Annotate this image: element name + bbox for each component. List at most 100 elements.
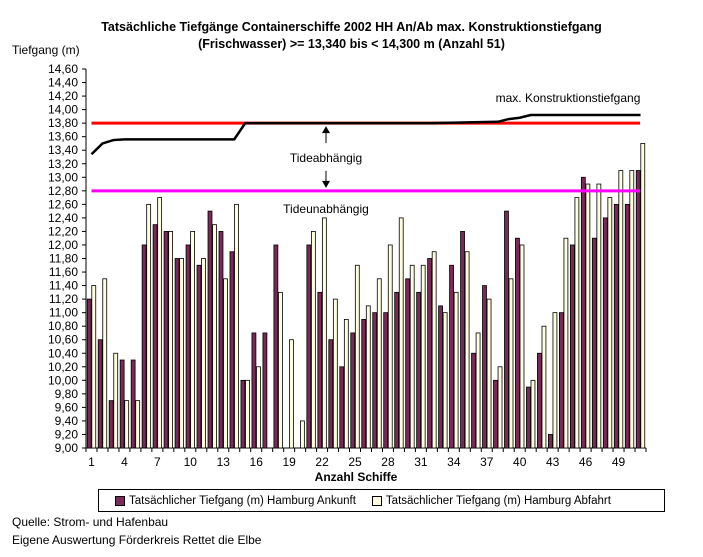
bar-arrival [383, 312, 389, 449]
bar-arrival [624, 203, 630, 449]
y-tick-label: 14,00 [48, 103, 78, 117]
bar-departure [464, 251, 470, 449]
y-tick-label: 10,00 [48, 373, 78, 387]
tide-label: Tideabhängig [290, 151, 362, 165]
bar-departure [376, 278, 382, 449]
bar-arrival [152, 224, 158, 449]
legend-label-arrival: Tatsächlicher Tiefgang (m) Hamburg Ankun… [129, 494, 356, 507]
y-tick-label: 12,40 [48, 211, 78, 225]
bar-arrival [613, 203, 619, 449]
bar-arrival [174, 258, 180, 449]
bar-departure [179, 258, 184, 449]
bar-arrival [317, 291, 323, 449]
y-tick-label: 9,40 [55, 414, 79, 428]
x-tick-label: 46 [579, 455, 593, 469]
bar-departure [289, 339, 294, 449]
chart-title-line1: Tatsächliche Tiefgänge Containerschiffe … [101, 20, 602, 34]
bar-departure [124, 400, 130, 449]
chart-plot: 9,009,209,409,609,8010,0010,2010,4010,60… [48, 62, 647, 484]
bar-arrival [482, 285, 487, 449]
bar-arrival [591, 237, 597, 449]
x-tick-label: 31 [414, 455, 428, 469]
bar-arrival [537, 352, 542, 449]
bar-departure [519, 244, 525, 449]
y-tick-label: 10,80 [48, 319, 78, 333]
bar-arrival [86, 298, 92, 449]
bar-departure [453, 291, 459, 449]
bar-departure [585, 183, 591, 449]
bar-departure [607, 197, 613, 449]
bar-arrival [306, 244, 312, 449]
x-tick-label: 25 [348, 455, 362, 469]
x-tick-label: 1 [88, 455, 95, 469]
bar-arrival [130, 359, 136, 449]
arrow-down-icon [322, 180, 330, 188]
bar-arrival [471, 352, 476, 449]
bar-arrival [569, 244, 575, 449]
bar-arrival [218, 231, 224, 449]
bar-departure [223, 278, 228, 449]
y-tick-label: 13,80 [48, 116, 78, 130]
y-tick-label: 14,40 [48, 76, 78, 90]
bar-departure [201, 258, 206, 449]
x-tick-label: 4 [121, 455, 128, 469]
bar-arrival [273, 244, 279, 449]
legend-item-arrival: Tatsächlicher Tiefgang (m) Hamburg Ankun… [115, 495, 356, 507]
x-tick-label: 7 [154, 455, 161, 469]
legend-swatch-arrival [115, 495, 125, 506]
bar-departure [245, 379, 250, 449]
bar-arrival [361, 319, 367, 449]
bar-departure [212, 224, 217, 449]
bar-arrival [580, 176, 586, 449]
bar-departure [475, 332, 481, 449]
x-tick-label: 22 [315, 455, 329, 469]
x-tick-label: 16 [250, 455, 264, 469]
bar-departure [365, 305, 371, 449]
y-tick-label: 10,40 [48, 346, 78, 360]
bar-departure [387, 244, 393, 449]
y-tick-label: 13,00 [48, 170, 78, 184]
x-tick-label: 49 [612, 455, 626, 469]
bar-arrival [97, 339, 103, 449]
bar-arrival [438, 305, 443, 449]
y-tick-label: 9,20 [55, 427, 79, 441]
y-tick-label: 10,20 [48, 360, 78, 374]
bar-departure [596, 183, 602, 449]
bar-arrival [558, 312, 564, 449]
y-tick-label: 13,40 [48, 143, 78, 157]
bar-departure [343, 319, 349, 449]
bar-arrival [449, 264, 454, 449]
x-tick-label: 40 [513, 455, 527, 469]
bar-departure [102, 278, 108, 449]
bar-arrival [251, 332, 257, 449]
bar-departure [332, 298, 338, 449]
bar-departure [354, 264, 360, 449]
bar-departure [135, 400, 141, 449]
bar-arrival [460, 231, 465, 449]
bar-arrival [493, 379, 498, 449]
bar-departure [541, 325, 547, 449]
bar-arrival [196, 264, 202, 449]
bar-arrival [526, 386, 531, 449]
y-tick-label: 12,60 [48, 197, 78, 211]
untide-label: Tideunabhängig [283, 202, 369, 216]
y-tick-label: 14,20 [48, 89, 78, 103]
y-tick-label: 12,80 [48, 184, 78, 198]
bar-departure [530, 379, 536, 449]
bar-departure [168, 231, 174, 449]
bar-departure [409, 264, 415, 449]
bar-arrival [339, 366, 345, 449]
chart-title-line2: (Frischwasser) >= 13,340 bis < 14,300 m … [198, 37, 505, 51]
bar-arrival [602, 217, 608, 449]
bar-arrival [328, 339, 334, 449]
y-tick-label: 9,80 [55, 387, 79, 401]
y-tick-label: 11,20 [49, 292, 78, 306]
bar-arrival [108, 400, 114, 449]
bar-departure [91, 285, 97, 449]
y-tick-label: 11,60 [49, 265, 78, 279]
bar-arrival [504, 210, 509, 449]
bar-departure [563, 237, 569, 449]
y-tick-label: 14,60 [48, 62, 78, 76]
bar-departure [113, 352, 119, 449]
bar-departure [574, 197, 580, 449]
